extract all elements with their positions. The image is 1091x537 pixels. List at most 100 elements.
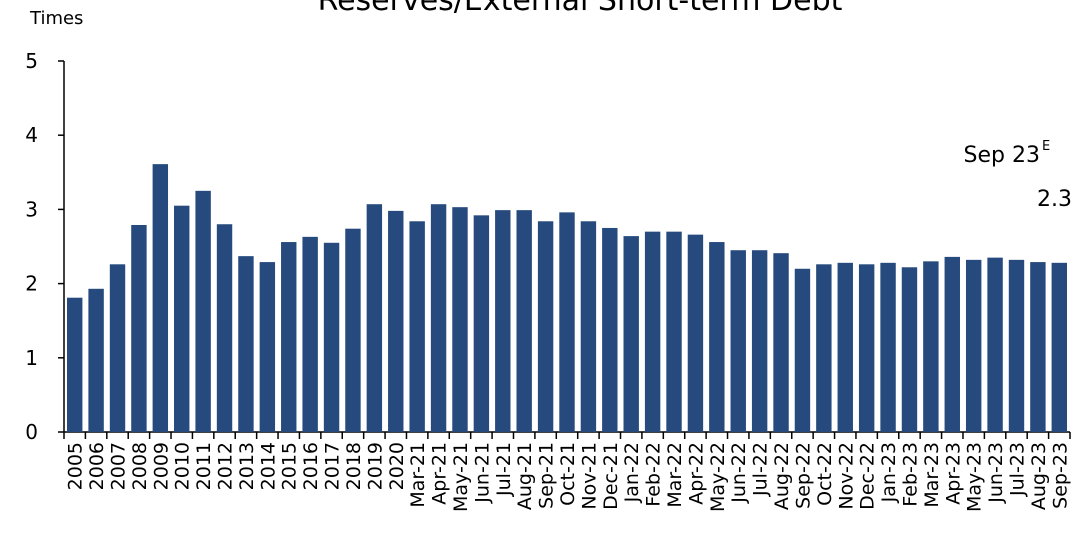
bar [195, 190, 211, 432]
bar [473, 215, 490, 432]
bar [559, 212, 575, 432]
bar [516, 210, 532, 432]
x-tick-label: 2019 [364, 442, 386, 490]
x-tick-label: Oct-21 [557, 442, 579, 506]
x-tick-label: Nov-22 [835, 442, 857, 510]
chart-title: Reserves/External Short-term Debt [318, 0, 843, 18]
x-tick-label: Jul-21 [493, 442, 515, 497]
x-tick-label: 2015 [279, 442, 301, 490]
x-tick-label: 2020 [386, 442, 408, 490]
x-tick-label: Jun-22 [728, 442, 750, 504]
x-tick-label: 2014 [257, 442, 279, 490]
x-tick-label: Aug-23 [1028, 442, 1050, 510]
x-tick-label: 2010 [172, 442, 194, 490]
x-tick-label: Feb-22 [643, 442, 665, 507]
bar [430, 204, 447, 432]
y-tick-label: 3 [25, 197, 38, 221]
bar [923, 261, 939, 432]
bar [987, 257, 1003, 432]
annotation-superscript: E [1042, 139, 1050, 154]
bar [751, 250, 768, 432]
x-tick-label: Dec-22 [857, 442, 879, 510]
x-tick-label: 2011 [193, 442, 215, 490]
x-tick-label: 2007 [108, 442, 130, 490]
bar [837, 262, 853, 432]
y-tick-label: 4 [25, 123, 38, 147]
bar [366, 204, 383, 432]
bar [495, 210, 511, 432]
x-tick-label: Jun-23 [985, 442, 1007, 504]
x-tick-label: 2017 [322, 442, 344, 490]
bar [281, 242, 297, 432]
bar [858, 264, 875, 432]
x-tick-label: Mar-21 [407, 442, 429, 508]
x-tick-label: Jul-22 [750, 442, 772, 497]
x-tick-label: May-23 [964, 442, 986, 512]
annotation-value: 2.3 [1037, 187, 1072, 212]
x-tick-label: 2006 [86, 442, 108, 490]
y-tick-label: 2 [25, 272, 38, 296]
x-tick-label: Jan-22 [621, 442, 643, 503]
bar [687, 234, 704, 432]
x-tick-label: Sep-23 [1049, 442, 1071, 509]
y-tick-label: 1 [25, 346, 38, 370]
bar [259, 262, 276, 432]
bar [580, 221, 597, 432]
x-tick-label: May-21 [450, 442, 472, 512]
x-tick-label: Apr-23 [942, 442, 964, 505]
bar [1030, 262, 1046, 432]
x-tick-label: Mar-22 [664, 442, 686, 508]
bar [623, 236, 639, 432]
x-tick-label: Mar-23 [921, 442, 943, 508]
x-tick-label: 2008 [129, 442, 151, 490]
bar [1051, 262, 1068, 432]
bar [537, 221, 554, 432]
bar [730, 250, 746, 432]
bar [302, 236, 318, 432]
x-tick-label: Apr-21 [429, 442, 451, 505]
y-axis-label: Times [29, 8, 83, 29]
x-tick-label: Feb-23 [899, 442, 921, 507]
bar [816, 264, 832, 432]
bar [644, 231, 661, 432]
y-tick-label: 5 [25, 49, 38, 73]
x-tick-label: Aug-22 [771, 442, 793, 510]
x-tick-label: Apr-22 [685, 442, 707, 505]
x-tick-label: 2009 [150, 442, 172, 490]
x-tick-label: Dec-21 [600, 442, 622, 510]
y-tick-label: 0 [25, 420, 38, 444]
x-tick-label: Sep-21 [536, 442, 558, 509]
bar [88, 288, 104, 432]
annotation: Sep 23 [964, 143, 1040, 168]
bar [794, 268, 811, 432]
x-tick-label: 2012 [215, 442, 237, 490]
bar [238, 256, 254, 432]
x-tick-label: 2013 [236, 442, 258, 490]
x-tick-label: 2016 [300, 442, 322, 490]
bar [709, 242, 725, 432]
x-tick-label: Nov-21 [578, 442, 600, 510]
bar [880, 262, 896, 432]
x-tick-label: Jul-23 [1006, 442, 1028, 497]
bar [109, 264, 126, 432]
x-tick-label: May-22 [707, 442, 729, 512]
bar [174, 205, 190, 432]
bar [773, 253, 789, 432]
x-tick-label: Aug-21 [514, 442, 536, 510]
bar [602, 227, 618, 432]
bar [901, 267, 918, 432]
bar [452, 207, 468, 432]
bar [323, 242, 340, 432]
x-tick-label: Jan-23 [878, 442, 900, 503]
x-tick-label: 2005 [65, 442, 87, 490]
bar [131, 224, 147, 432]
bar [388, 210, 404, 432]
bar [965, 259, 982, 432]
bar [409, 221, 425, 432]
bar [666, 231, 682, 432]
bar [944, 256, 960, 432]
x-tick-label: Sep-22 [792, 442, 814, 509]
bar [1008, 259, 1025, 432]
bar [345, 228, 361, 432]
x-tick-label: Jun-21 [471, 442, 493, 504]
